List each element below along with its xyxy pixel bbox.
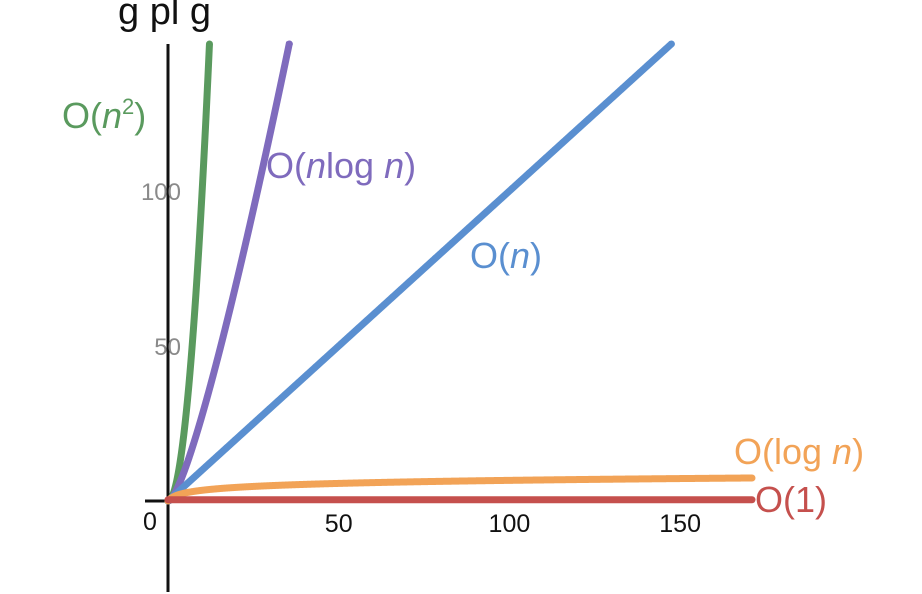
series-label-constant: O(1) — [755, 479, 827, 520]
y-tick-label: 50 — [154, 334, 181, 361]
series-line-nlogn — [164, 40, 293, 505]
x-tick-label: 100 — [489, 510, 531, 538]
x-tick-label: 150 — [659, 510, 701, 538]
series-line-log — [164, 474, 756, 505]
series-labels: O(n2) O(nlog n) O(n) O(log n) O(1) — [62, 94, 864, 520]
series-lines — [164, 40, 756, 505]
series-label-n: O(n) — [470, 235, 542, 276]
series-line-linear — [164, 40, 675, 505]
series-label-n-log-n: O(nlog n) — [266, 145, 416, 186]
series-line-quadratic — [164, 40, 213, 505]
series-label-n-squared: O(n2) — [62, 94, 146, 136]
series-label-log-n: O(log n) — [734, 431, 864, 472]
chart-title-fragment: g pl g — [118, 0, 211, 33]
y-tick-label: 100 — [141, 179, 181, 206]
x-tick-label: 50 — [325, 510, 353, 538]
origin-tick-label: 0 — [143, 508, 157, 536]
tick-labels: 50 100 150 50 100 0 — [141, 179, 701, 538]
